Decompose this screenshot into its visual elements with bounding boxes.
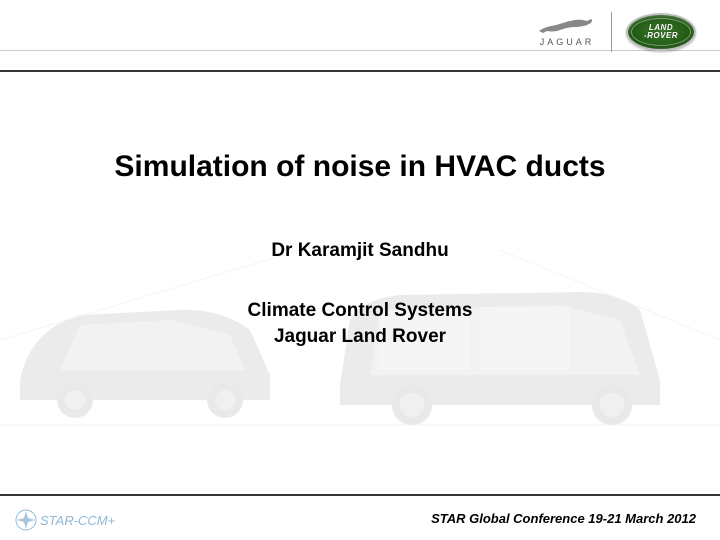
jaguar-logo: JAGUAR <box>537 17 597 47</box>
landrover-text-line1: LAND <box>649 24 673 32</box>
slide-author: Dr Karamjit Sandhu <box>0 240 720 262</box>
footer-software-label: STAR-CCM+ <box>40 513 115 528</box>
header-logos: JAGUAR LAND -ROVER <box>537 12 696 52</box>
landrover-text-line2: -ROVER <box>644 32 678 40</box>
footer-conference: STAR Global Conference 19-21 March 2012 <box>431 511 696 526</box>
header-bar: JAGUAR LAND -ROVER <box>0 0 720 72</box>
jaguar-leaper-icon <box>537 17 597 35</box>
jaguar-wordmark: JAGUAR <box>537 37 597 47</box>
footer-software-logo: STAR-CCM+ <box>14 508 115 532</box>
slide-company: Jaguar Land Rover <box>0 326 720 348</box>
slide-department: Climate Control Systems <box>0 300 720 322</box>
footer-rule <box>0 494 720 496</box>
star-icon <box>14 508 38 532</box>
slide-title: Simulation of noise in HVAC ducts <box>0 150 720 184</box>
landrover-logo: LAND -ROVER <box>626 13 696 51</box>
logo-divider <box>611 12 612 52</box>
